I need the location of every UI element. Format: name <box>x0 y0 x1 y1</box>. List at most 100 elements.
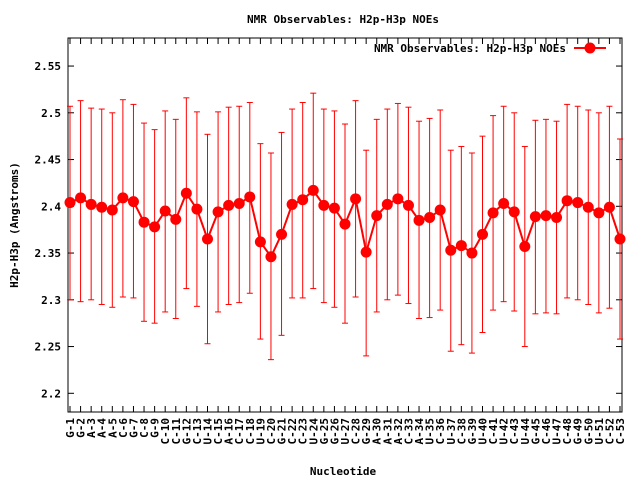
data-point <box>477 228 488 240</box>
x-tick-label: A-5 <box>106 418 119 438</box>
data-point <box>244 191 256 203</box>
x-tick-label: C-48 <box>561 418 574 445</box>
x-tick-label: C-38 <box>455 418 468 445</box>
data-point <box>529 211 541 223</box>
data-point <box>297 194 309 206</box>
x-tick-label: G-45 <box>529 418 542 445</box>
x-tick-label: C-13 <box>191 418 204 445</box>
data-point <box>572 197 584 209</box>
x-tick-label: U-27 <box>339 418 352 445</box>
x-tick-label: A-31 <box>381 418 394 445</box>
data-point <box>64 197 76 209</box>
y-tick-label: 2.35 <box>35 247 62 260</box>
data-point <box>180 187 192 199</box>
data-point <box>603 201 615 213</box>
x-tick-label: A-3 <box>85 418 98 438</box>
data-point <box>498 197 510 209</box>
data-point <box>170 213 182 225</box>
x-tick-label: C-53 <box>614 418 627 445</box>
data-point <box>75 192 87 204</box>
data-point <box>360 246 372 258</box>
y-tick-label: 2.25 <box>35 341 62 354</box>
legend-marker <box>584 42 596 54</box>
data-points <box>64 184 626 263</box>
data-point <box>381 198 393 210</box>
data-point <box>402 199 414 211</box>
data-point <box>466 247 478 259</box>
x-tick-label: G-12 <box>180 418 193 445</box>
x-tick-label: C-43 <box>508 418 521 445</box>
x-tick-label: C-33 <box>402 418 415 445</box>
y-axis: 2.2 2.25 2.3 2.35 2.4 2.45 2.5 2.55 <box>35 60 622 400</box>
x-tick-label: G-26 <box>328 418 341 445</box>
x-tick-label: C-15 <box>212 418 225 445</box>
data-point <box>614 233 626 245</box>
x-tick-label: G-21 <box>276 418 289 445</box>
chart-title: NMR Observables: H2p-H3p NOEs <box>247 13 439 26</box>
x-tick-label: C-18 <box>244 418 257 445</box>
data-point <box>434 204 446 216</box>
x-tick-label: C-8 <box>138 418 151 438</box>
x-tick-label: G-50 <box>582 418 595 445</box>
y-tick-label: 2.2 <box>41 387 61 400</box>
x-tick-label: U-44 <box>519 418 532 445</box>
x-tick-label: C-22 <box>286 418 299 445</box>
data-point <box>191 203 203 215</box>
x-tick-label: C-20 <box>265 418 278 445</box>
data-point <box>540 210 552 222</box>
x-tick-label: C-36 <box>434 418 447 445</box>
x-axis: G-1G-2A-3A-4A-5C-6G-7C-8G-9C-10C-11G-12C… <box>64 38 627 445</box>
data-point <box>159 205 171 217</box>
data-point <box>223 199 235 211</box>
y-tick-label: 2.5 <box>41 107 61 120</box>
data-point <box>307 184 319 196</box>
data-point <box>392 193 404 205</box>
x-tick-label: G-25 <box>318 418 331 445</box>
data-point <box>106 204 118 216</box>
x-tick-label: U-37 <box>445 418 458 445</box>
data-point <box>149 221 161 233</box>
x-tick-label: A-30 <box>371 418 384 445</box>
data-point <box>328 202 340 214</box>
data-point <box>561 195 573 207</box>
data-point <box>318 199 330 211</box>
x-tick-label: U-14 <box>202 418 215 445</box>
x-tick-label: C-6 <box>117 418 130 438</box>
y-tick-label: 2.55 <box>35 60 62 73</box>
x-tick-label: G-2 <box>75 418 88 438</box>
data-point <box>85 198 97 210</box>
data-point <box>551 212 563 224</box>
x-tick-label: U-19 <box>254 418 267 445</box>
data-point <box>508 206 520 218</box>
x-tick-label: C-10 <box>159 418 172 445</box>
x-tick-label: C-11 <box>170 418 183 445</box>
data-point <box>593 207 605 219</box>
x-tick-label: A-4 <box>96 418 109 438</box>
y-tick-label: 2.4 <box>41 200 61 213</box>
data-point <box>350 193 362 205</box>
data-point <box>487 207 499 219</box>
x-tick-label: G-29 <box>360 418 373 445</box>
data-point <box>339 218 351 230</box>
x-tick-label: C-41 <box>487 418 500 445</box>
data-point <box>138 216 150 228</box>
data-point <box>96 201 108 213</box>
x-tick-label: G-49 <box>572 418 585 445</box>
data-point <box>286 198 298 210</box>
x-tick-label: C-46 <box>540 418 553 445</box>
x-tick-label: U-35 <box>424 418 437 445</box>
x-tick-label: C-17 <box>233 418 246 445</box>
data-point <box>519 241 531 253</box>
x-tick-label: U-42 <box>498 418 511 445</box>
data-point <box>276 228 288 240</box>
x-tick-label: A-34 <box>413 418 426 445</box>
data-point <box>233 197 245 209</box>
legend: NMR Observables: H2p-H3p NOEs <box>374 42 606 55</box>
x-tick-label: C-28 <box>350 418 363 445</box>
data-point <box>212 206 224 218</box>
x-axis-label: Nucleotide <box>310 465 377 478</box>
x-tick-label: G-7 <box>127 418 140 438</box>
x-tick-label: U-40 <box>477 418 490 445</box>
x-tick-label: A-16 <box>223 418 236 445</box>
